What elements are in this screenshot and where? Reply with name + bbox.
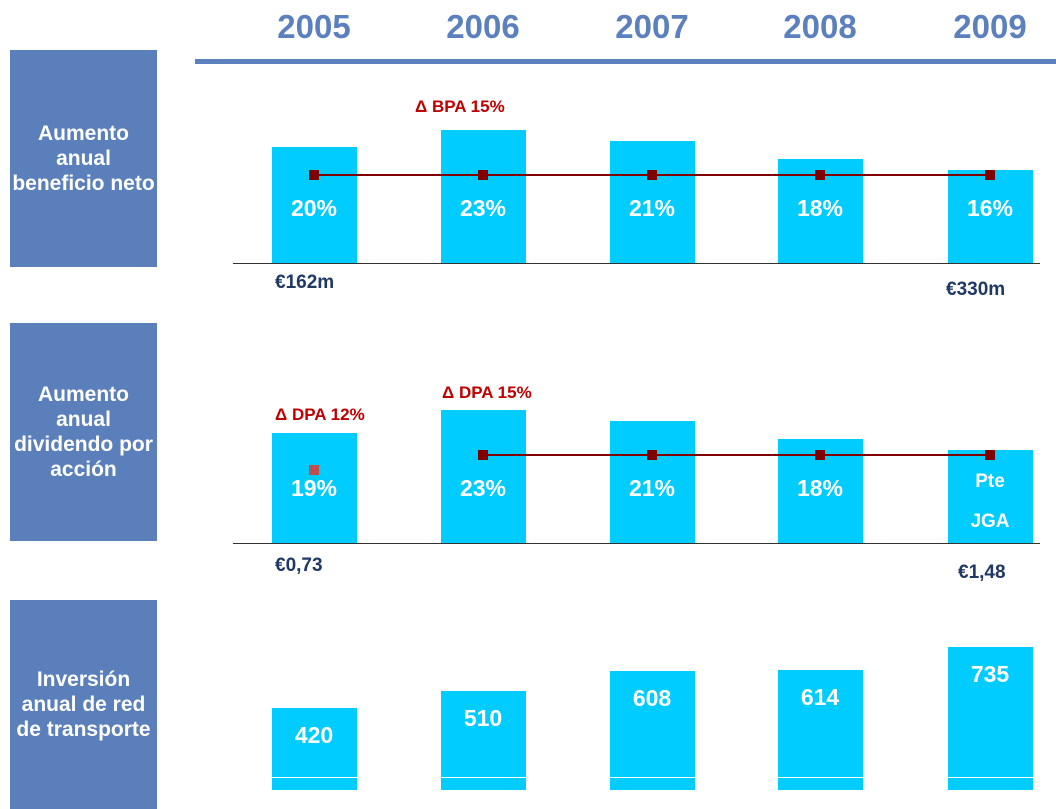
trend-marker — [647, 170, 657, 180]
trend-line — [483, 454, 990, 456]
value-label: 23% — [459, 195, 507, 221]
value-label: 614 — [800, 684, 840, 711]
header-rule — [195, 59, 1056, 64]
bar — [609, 671, 695, 790]
row-label: Inversión anual de red de transporte — [10, 600, 157, 809]
value-label: 20% — [290, 195, 338, 221]
bar — [947, 450, 1033, 543]
year-label: 2007 — [615, 8, 689, 45]
bar — [609, 141, 695, 263]
bar — [271, 708, 357, 790]
row-label: Aumento anual beneficio neto — [10, 50, 157, 267]
bar — [609, 421, 695, 543]
value-label: 18% — [796, 195, 844, 221]
year-label: 2008 — [783, 8, 857, 45]
baseline — [233, 263, 1040, 264]
year-label: 2006 — [446, 8, 520, 45]
trend-marker — [647, 450, 657, 460]
bar — [440, 690, 526, 790]
trend-marker — [478, 450, 488, 460]
trend-marker — [985, 170, 995, 180]
bar — [271, 147, 357, 263]
bar-divider — [230, 777, 1050, 778]
trend-marker — [815, 450, 825, 460]
bar — [440, 129, 526, 263]
end-label: €1,48 — [958, 562, 1006, 583]
value-label: 16% — [966, 195, 1014, 221]
value-label: 510 — [463, 704, 503, 731]
baseline — [233, 543, 1040, 544]
trend-marker — [309, 170, 319, 180]
end-label: €330m — [946, 279, 1006, 300]
annotation: Δ BPA 15% — [415, 97, 505, 116]
year-label: 2009 — [953, 8, 1027, 45]
row-label: Aumento anual dividendo por acción — [10, 323, 157, 541]
trend-marker — [815, 170, 825, 180]
value-label: 23% — [459, 475, 507, 501]
bar — [777, 670, 863, 790]
bar — [947, 646, 1033, 790]
start-label: €162m — [275, 272, 335, 293]
value-label: 21% — [628, 195, 676, 221]
value-label: Pte JGA — [970, 471, 1010, 532]
bar — [271, 432, 357, 543]
value-label: 420 — [294, 722, 334, 749]
start-label: €0,73 — [275, 555, 323, 576]
bar — [440, 409, 526, 543]
bar — [947, 170, 1033, 263]
trend-marker — [985, 450, 995, 460]
annotation: Δ DPA 12% — [275, 405, 365, 424]
value-label: 18% — [796, 475, 844, 501]
trend-marker — [478, 170, 488, 180]
annotation: Δ DPA 15% — [442, 383, 532, 402]
year-label: 2005 — [277, 8, 351, 45]
value-label: 19% — [290, 475, 338, 501]
value-label: 608 — [632, 685, 672, 712]
value-label: 21% — [628, 475, 676, 501]
value-label: 735 — [970, 660, 1010, 687]
trend-marker — [309, 465, 319, 475]
